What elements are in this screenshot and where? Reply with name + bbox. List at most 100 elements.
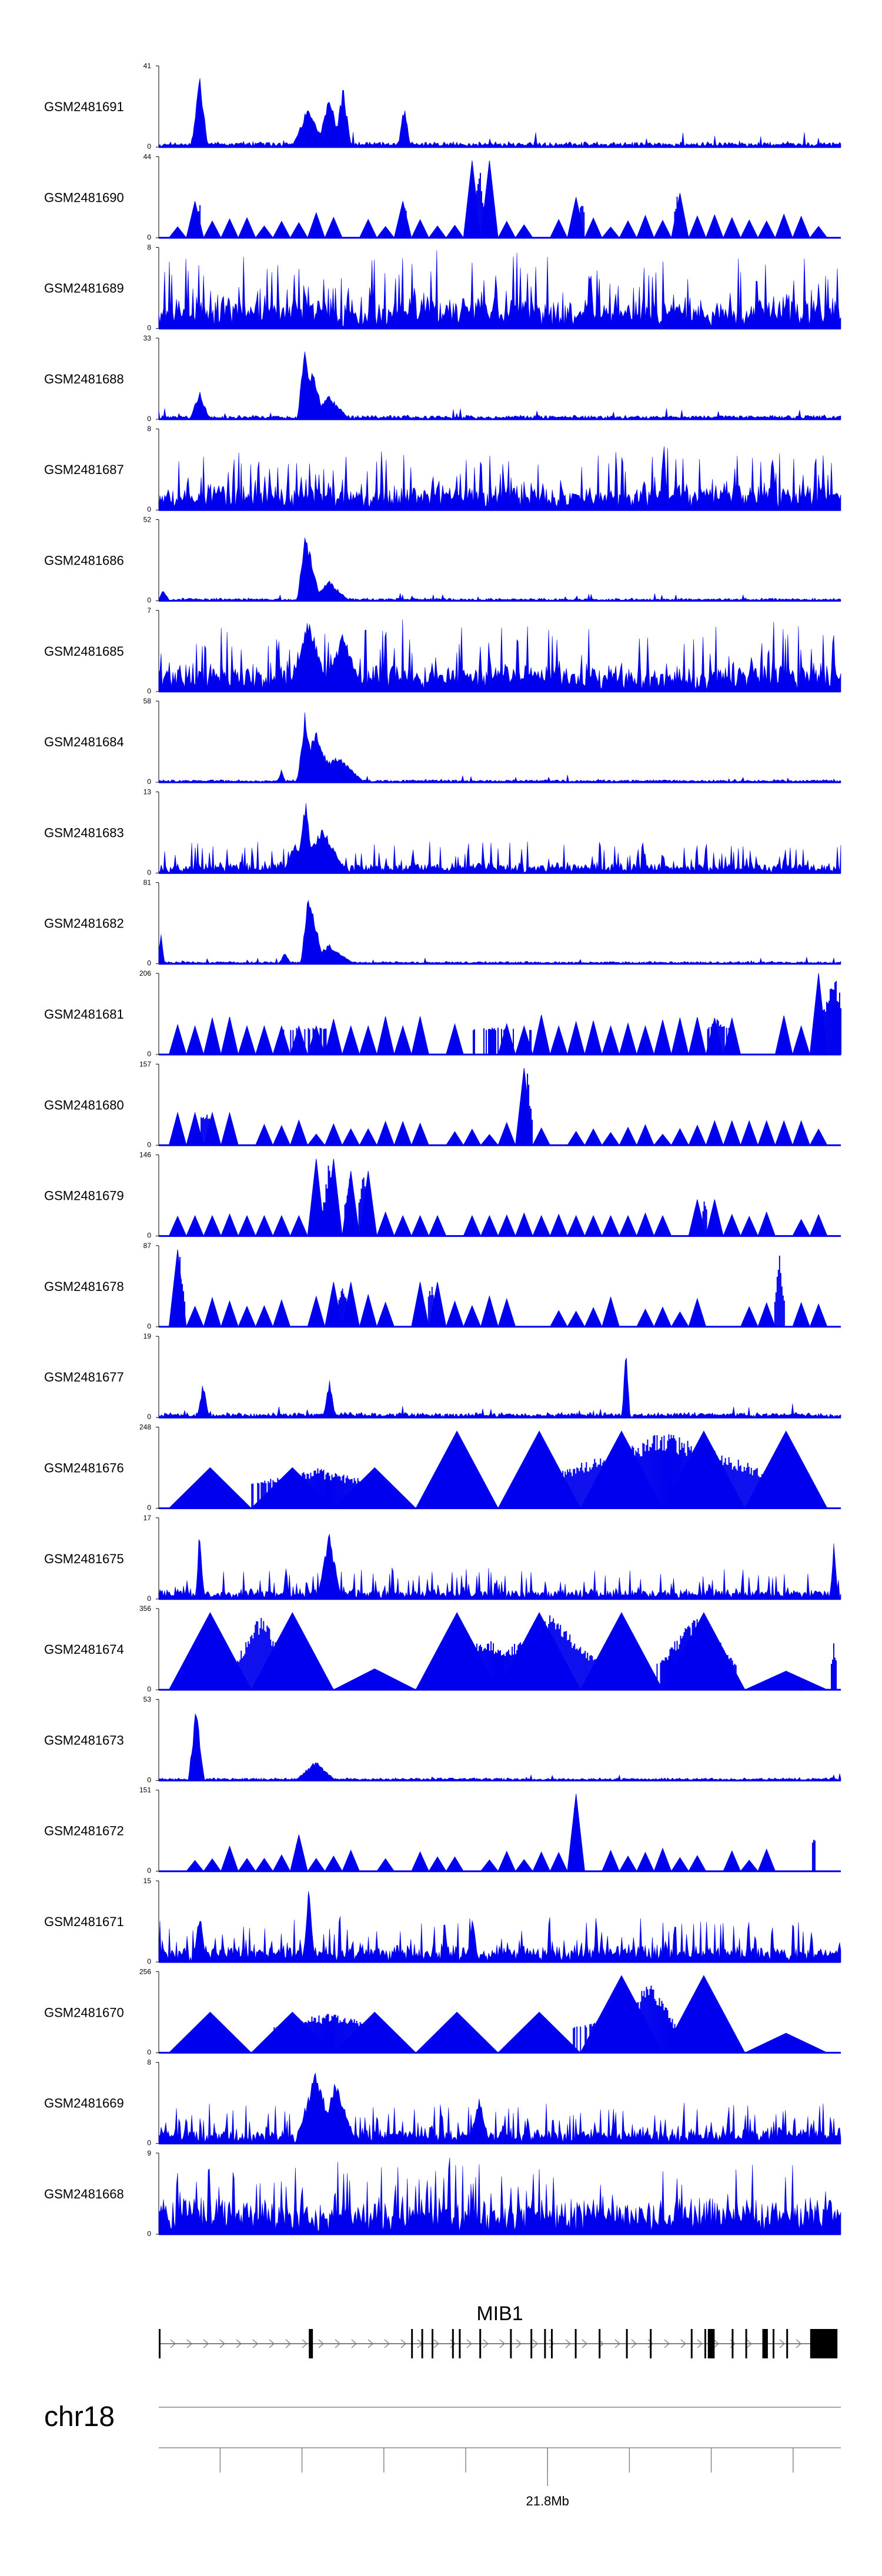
track-label: GSM2481688 bbox=[44, 372, 124, 386]
track-GSM2481680: GSM2481680 157 0 bbox=[44, 1060, 841, 1149]
track-min-label: 0 bbox=[147, 1685, 151, 1693]
track-max-label: 8 bbox=[147, 2058, 151, 2067]
track-max-label: 9 bbox=[147, 2149, 151, 2157]
track-min-label: 0 bbox=[147, 142, 151, 151]
gene-exon bbox=[544, 2329, 546, 2358]
gene-exon bbox=[452, 2329, 454, 2358]
track-min-label: 0 bbox=[147, 2048, 151, 2056]
gene-strand-arrow bbox=[499, 2339, 505, 2348]
gene-strand-arrow bbox=[236, 2339, 242, 2348]
track-max-label: 146 bbox=[139, 1151, 151, 1159]
track-label: GSM2481669 bbox=[44, 2096, 124, 2111]
track-min-label: 0 bbox=[147, 2139, 151, 2147]
track-GSM2481685: GSM2481685 7 0 bbox=[44, 606, 841, 695]
track-GSM2481690: GSM2481690 44 0 bbox=[44, 152, 841, 241]
track-signal bbox=[158, 2073, 841, 2144]
gene-exon bbox=[773, 2329, 774, 2358]
track-signal bbox=[159, 1159, 841, 1237]
track-min-label: 0 bbox=[147, 505, 151, 513]
track-label: GSM2481681 bbox=[44, 1007, 124, 1022]
track-signal bbox=[158, 2157, 841, 2235]
gene-exon bbox=[411, 2329, 413, 2358]
track-min-label: 0 bbox=[147, 1594, 151, 1603]
track-min-label: 0 bbox=[147, 2230, 151, 2238]
track-label: GSM2481690 bbox=[44, 190, 124, 205]
gene-track: MIB1 bbox=[159, 2303, 838, 2358]
track-max-label: 87 bbox=[143, 1242, 152, 1250]
gene-exon bbox=[626, 2329, 628, 2358]
gene-strand-arrow bbox=[582, 2339, 587, 2348]
track-signal bbox=[158, 78, 841, 148]
gene-strand-arrow bbox=[400, 2339, 406, 2348]
gene-strand-arrow bbox=[318, 2339, 324, 2348]
chromosome-track: chr18 bbox=[44, 2401, 841, 2432]
track-GSM2481682: GSM2481682 81 0 bbox=[44, 879, 841, 967]
track-label: GSM2481683 bbox=[44, 825, 124, 840]
gene-strand-arrow bbox=[302, 2339, 308, 2348]
track-min-label: 0 bbox=[147, 1957, 151, 1966]
track-max-label: 81 bbox=[143, 879, 152, 887]
gene-strand-arrow bbox=[450, 2339, 456, 2348]
gene-strand-arrow bbox=[269, 2339, 275, 2348]
track-GSM2481689: GSM2481689 8 0 bbox=[44, 243, 841, 332]
gene-strand-arrow bbox=[614, 2339, 620, 2348]
gene-strand-arrow bbox=[466, 2339, 472, 2348]
track-max-label: 7 bbox=[147, 606, 151, 615]
gene-strand-arrow bbox=[384, 2339, 390, 2348]
gene-exon bbox=[159, 2329, 161, 2358]
track-label: GSM2481687 bbox=[44, 462, 124, 477]
gene-exon bbox=[731, 2329, 734, 2358]
track-signal bbox=[158, 900, 841, 965]
track-GSM2481691: GSM2481691 41 0 bbox=[44, 62, 841, 151]
track-min-label: 0 bbox=[147, 1232, 151, 1240]
gene-exon bbox=[551, 2329, 553, 2358]
gene-strand-arrow bbox=[516, 2339, 522, 2348]
track-min-label: 0 bbox=[147, 1322, 151, 1330]
track-min-label: 0 bbox=[147, 596, 151, 605]
track-signal bbox=[158, 1713, 841, 1781]
track-GSM2481673: GSM2481673 53 0 bbox=[44, 1695, 841, 1784]
gene-strand-arrow bbox=[631, 2339, 637, 2348]
track-max-label: 256 bbox=[139, 1967, 151, 1976]
track-max-label: 8 bbox=[147, 425, 151, 433]
track-label: GSM2481676 bbox=[44, 1461, 124, 1476]
track-min-label: 0 bbox=[147, 233, 151, 241]
track-GSM2481669: GSM2481669 8 0 bbox=[44, 2058, 841, 2147]
gene-strand-arrow bbox=[170, 2339, 176, 2348]
track-max-label: 41 bbox=[143, 62, 152, 70]
track-signal bbox=[159, 1249, 841, 1328]
gene-strand-arrow bbox=[483, 2339, 489, 2348]
gene-exon bbox=[810, 2329, 838, 2358]
gene-strand-arrow bbox=[203, 2339, 209, 2348]
gene-strand-arrow bbox=[252, 2339, 258, 2348]
track-signal bbox=[159, 161, 841, 239]
track-label: GSM2481685 bbox=[44, 644, 124, 659]
gene-exon bbox=[762, 2329, 768, 2358]
track-signal bbox=[159, 1068, 841, 1147]
track-max-label: 151 bbox=[139, 1786, 151, 1794]
track-signal bbox=[158, 250, 841, 329]
gene-exon bbox=[650, 2329, 652, 2358]
track-max-label: 8 bbox=[147, 243, 151, 252]
gene-exon bbox=[599, 2329, 601, 2358]
track-signal bbox=[158, 538, 841, 602]
gene-exon bbox=[704, 2329, 706, 2358]
track-max-label: 19 bbox=[143, 1332, 152, 1340]
track-signal bbox=[159, 973, 841, 1056]
gene-strand-arrow bbox=[779, 2339, 785, 2348]
gene-exon bbox=[459, 2329, 461, 2358]
track-min-label: 0 bbox=[147, 1504, 151, 1512]
track-max-label: 44 bbox=[143, 152, 152, 161]
gene-strand-arrow bbox=[433, 2339, 439, 2348]
track-label: GSM2481675 bbox=[44, 1551, 124, 1566]
track-label: GSM2481671 bbox=[44, 1914, 124, 1929]
track-GSM2481686: GSM2481686 52 0 bbox=[44, 516, 841, 605]
track-GSM2481683: GSM2481683 13 0 bbox=[44, 788, 841, 876]
track-max-label: 58 bbox=[143, 697, 152, 705]
track-label: GSM2481680 bbox=[44, 1097, 124, 1112]
track-min-label: 0 bbox=[147, 1413, 151, 1421]
track-max-label: 13 bbox=[143, 788, 152, 796]
gene-strand-arrow bbox=[368, 2339, 373, 2348]
track-signal bbox=[158, 619, 841, 692]
